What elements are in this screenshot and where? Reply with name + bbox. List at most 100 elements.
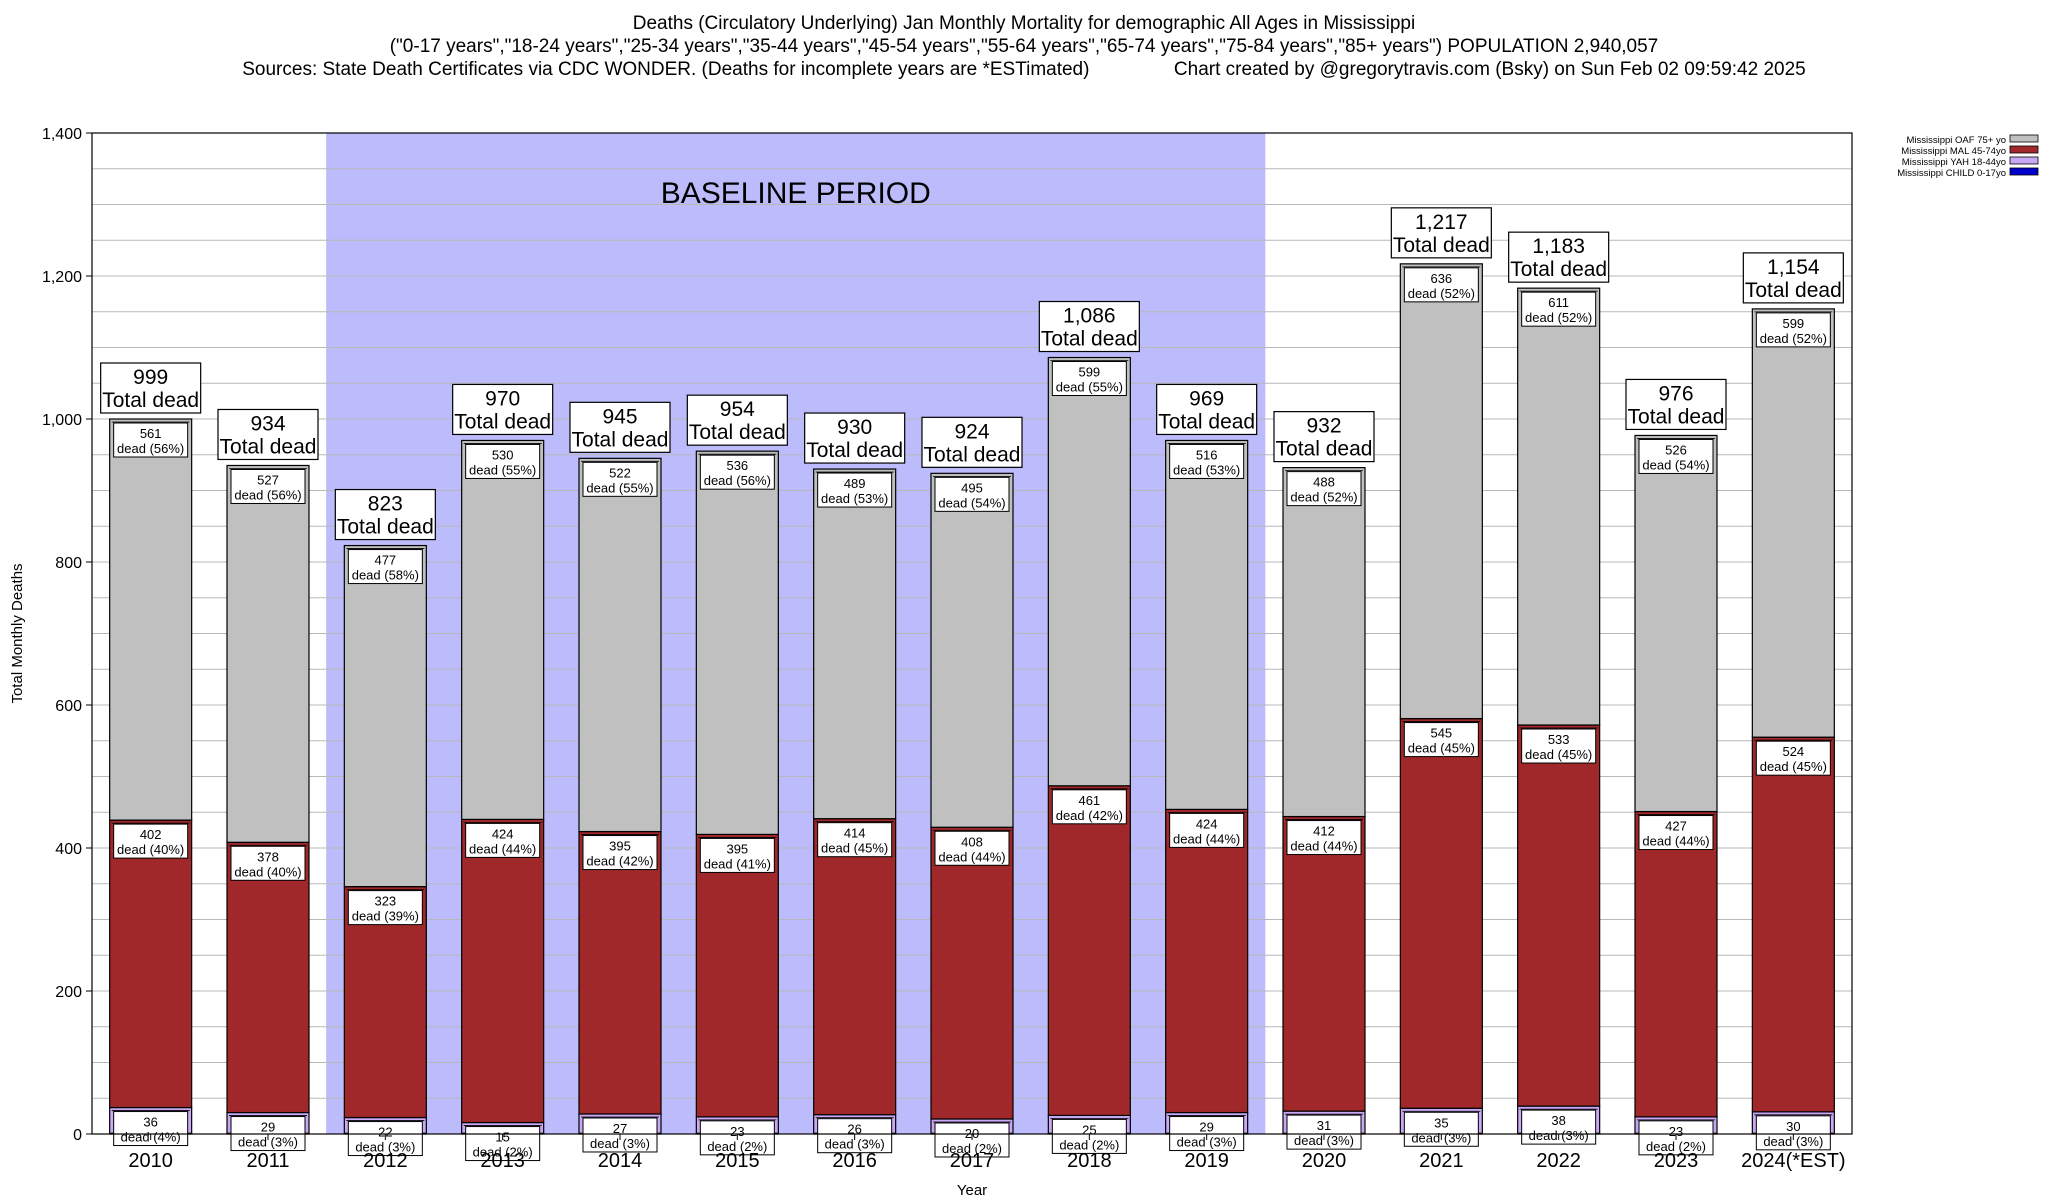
segment-percent-label: dead (52%) bbox=[1760, 331, 1827, 346]
segment-label-box bbox=[1051, 789, 1127, 825]
segment-value-label: 524 bbox=[1782, 744, 1804, 759]
x-tick-label: 2020 bbox=[1302, 1150, 1347, 1172]
segment-value-label: 29 bbox=[1199, 1120, 1213, 1135]
segment-percent-label: dead (2%) bbox=[942, 1141, 1002, 1156]
x-tick-label: 2014 bbox=[598, 1150, 643, 1172]
plot-frame bbox=[91, 132, 1853, 1135]
segment-value-label: 395 bbox=[609, 839, 631, 854]
total-suffix-label: Total dead bbox=[924, 443, 1021, 466]
segment-percent-label: dead (3%) bbox=[1177, 1135, 1237, 1150]
segment-value-label: 461 bbox=[1078, 793, 1100, 808]
segment-label-box bbox=[1638, 438, 1714, 474]
bar-segment bbox=[1047, 356, 1131, 787]
bar-segment bbox=[1751, 308, 1835, 738]
bar-segment bbox=[461, 439, 545, 821]
segment-label-box bbox=[817, 1118, 893, 1154]
segment-value-label: 611 bbox=[1548, 295, 1569, 310]
segment-percent-label: dead (2%) bbox=[473, 1145, 533, 1160]
legend-swatch bbox=[2009, 134, 2039, 143]
x-tick-label: 2016 bbox=[832, 1150, 877, 1172]
bar-segment bbox=[1751, 736, 1835, 1113]
segment-value-label: 408 bbox=[961, 834, 983, 849]
total-suffix-label: Total dead bbox=[337, 516, 434, 539]
total-label-box bbox=[1273, 411, 1375, 463]
segment-value-label: 527 bbox=[257, 472, 279, 487]
segment-value-label: 427 bbox=[1665, 819, 1687, 834]
x-tick-label: 2018 bbox=[1067, 1150, 1112, 1172]
segment-label-box bbox=[1403, 267, 1479, 303]
total-value-label: 954 bbox=[720, 398, 755, 421]
total-value-label: 1,086 bbox=[1063, 305, 1116, 328]
bar-segment bbox=[109, 418, 193, 821]
segment-label-box bbox=[934, 830, 1010, 866]
bar-segment bbox=[461, 818, 545, 1124]
chart-title: Deaths (Circulatory Underlying) Jan Mont… bbox=[0, 12, 2048, 81]
segment-percent-label: dead (44%) bbox=[1642, 834, 1709, 849]
segment-value-label: 23 bbox=[1669, 1124, 1683, 1139]
segment-percent-label: dead (58%) bbox=[352, 568, 419, 583]
segment-percent-label: dead (55%) bbox=[586, 480, 653, 495]
total-suffix-label: Total dead bbox=[572, 428, 669, 451]
total-value-label: 1,154 bbox=[1767, 256, 1820, 279]
total-value-label: 976 bbox=[1658, 382, 1693, 405]
segment-label-box bbox=[699, 454, 775, 490]
segment-value-label: 27 bbox=[613, 1121, 627, 1136]
total-label-box bbox=[1742, 252, 1844, 304]
segment-value-label: 38 bbox=[1551, 1113, 1565, 1128]
total-suffix-label: Total dead bbox=[220, 435, 317, 458]
segment-label-box bbox=[817, 822, 893, 858]
bar-segment bbox=[930, 472, 1014, 828]
bar-segment bbox=[1399, 263, 1483, 720]
total-label-box bbox=[921, 416, 1023, 468]
segment-label-box bbox=[1403, 722, 1479, 758]
bar-segment bbox=[226, 464, 310, 843]
bar-segment bbox=[1517, 724, 1601, 1107]
segment-percent-label: dead (3%) bbox=[355, 1140, 415, 1155]
legend-swatch bbox=[2009, 156, 2039, 165]
legend-label: Mississippi YAH 18-44yo bbox=[1902, 157, 2006, 168]
title-line-1: Deaths (Circulatory Underlying) Jan Mont… bbox=[632, 13, 1416, 34]
segment-label-box bbox=[465, 822, 541, 858]
segment-value-label: 522 bbox=[609, 465, 631, 480]
segment-label-box bbox=[347, 890, 423, 926]
legend-label: Mississippi CHILD 0-17yo bbox=[1897, 168, 2006, 179]
segment-percent-label: dead (45%) bbox=[1408, 741, 1475, 756]
segment-label-box bbox=[1755, 312, 1831, 348]
segment-label-box bbox=[465, 1126, 541, 1162]
x-tick-label: 2013 bbox=[480, 1150, 525, 1172]
segment-value-label: 22 bbox=[378, 1125, 392, 1140]
segment-percent-label: dead (39%) bbox=[352, 909, 419, 924]
bar-segment bbox=[1634, 810, 1718, 1118]
segment-value-label: 395 bbox=[726, 841, 748, 856]
bar-segment bbox=[226, 841, 310, 1114]
segment-label-box bbox=[1286, 1114, 1362, 1150]
total-label-box bbox=[1156, 383, 1258, 436]
bar-segment bbox=[695, 450, 779, 836]
x-tick-label: 2017 bbox=[950, 1150, 995, 1172]
x-tick-label: 2022 bbox=[1536, 1150, 1581, 1172]
segment-percent-label: dead (42%) bbox=[586, 854, 653, 869]
segment-percent-label: dead (44%) bbox=[469, 841, 536, 856]
segment-percent-label: dead (53%) bbox=[1173, 462, 1240, 477]
segment-label-box bbox=[465, 443, 541, 479]
bar-segment bbox=[1165, 439, 1249, 810]
segment-percent-label: dead (53%) bbox=[821, 491, 888, 506]
total-label-box bbox=[686, 394, 788, 446]
total-suffix-label: Total dead bbox=[1393, 234, 1490, 257]
bar-segment bbox=[578, 830, 662, 1115]
segment-value-label: 536 bbox=[726, 458, 748, 473]
segment-value-label: 29 bbox=[261, 1120, 275, 1135]
total-suffix-label: Total dead bbox=[1745, 279, 1842, 302]
segment-value-label: 414 bbox=[844, 826, 866, 841]
segment-value-label: 495 bbox=[961, 480, 983, 495]
segment-value-label: 477 bbox=[374, 553, 396, 568]
total-label-box bbox=[1038, 300, 1140, 353]
segment-value-label: 516 bbox=[1196, 447, 1218, 462]
legend-swatch bbox=[2009, 145, 2039, 154]
segment-percent-label: dead (3%) bbox=[590, 1136, 650, 1151]
segment-label-box bbox=[817, 472, 893, 508]
y-tick-label: 400 bbox=[55, 841, 82, 858]
total-value-label: 945 bbox=[602, 405, 637, 428]
x-tick-label: 2024(*EST) bbox=[1741, 1150, 1846, 1172]
segment-value-label: 323 bbox=[374, 894, 396, 909]
